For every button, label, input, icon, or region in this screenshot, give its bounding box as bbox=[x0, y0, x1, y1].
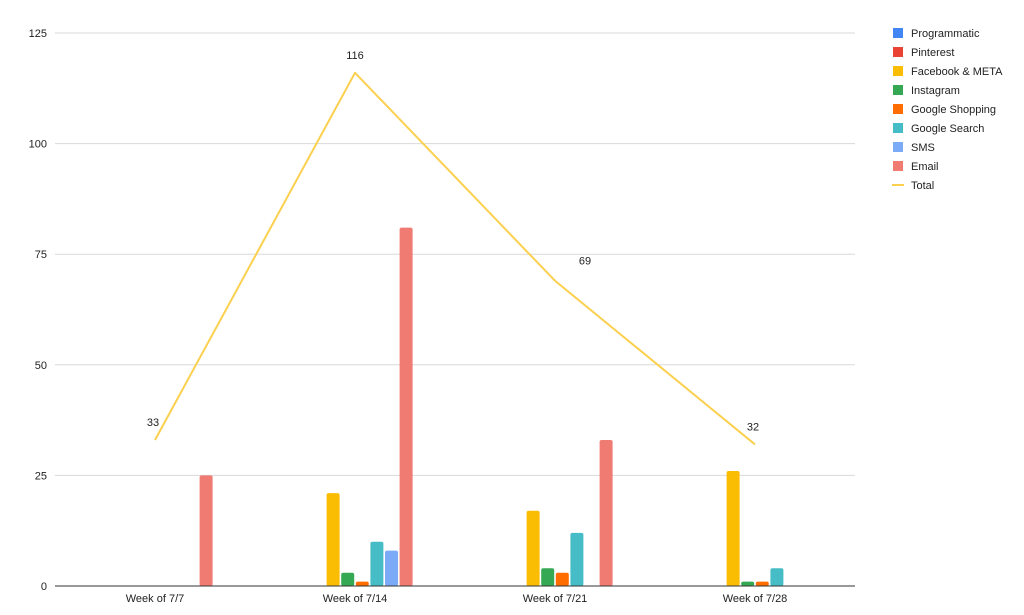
total-line bbox=[154, 71, 756, 446]
bar-google-search[interactable] bbox=[370, 541, 384, 586]
legend-item-pinterest[interactable]: Pinterest bbox=[893, 47, 954, 59]
legend-label: Instagram bbox=[911, 85, 960, 97]
x-tick-label: Week of 7/7 bbox=[126, 593, 185, 605]
bar-google-shopping[interactable] bbox=[555, 572, 569, 586]
y-tick-label: 125 bbox=[29, 28, 47, 40]
legend-item-instagram[interactable]: Instagram bbox=[893, 85, 960, 97]
bar-email[interactable] bbox=[599, 440, 613, 586]
legend-label: Email bbox=[911, 161, 939, 173]
legend-label: Facebook & META bbox=[911, 66, 1003, 78]
bar-facebook-meta[interactable] bbox=[326, 493, 340, 586]
legend-label: Total bbox=[911, 180, 934, 192]
gridlines bbox=[55, 32, 855, 476]
total-data-labels: 33 116 69 32 bbox=[147, 50, 759, 434]
bar-google-search[interactable] bbox=[570, 532, 584, 586]
bar-google-search[interactable] bbox=[770, 568, 784, 586]
y-tick-label: 50 bbox=[35, 360, 47, 372]
legend-swatch bbox=[893, 104, 903, 114]
legend-label: Programmatic bbox=[911, 28, 980, 40]
total-line-path[interactable] bbox=[154, 71, 756, 446]
total-data-label: 69 bbox=[579, 256, 591, 268]
x-tick-label: Week of 7/14 bbox=[323, 593, 388, 605]
bar-email[interactable] bbox=[199, 475, 213, 586]
legend-label: Google Search bbox=[911, 123, 984, 135]
legend-swatch bbox=[893, 28, 903, 38]
legend-label: Pinterest bbox=[911, 47, 954, 59]
legend-item-programmatic[interactable]: Programmatic bbox=[893, 28, 980, 40]
legend-item-email[interactable]: Email bbox=[893, 161, 939, 173]
y-tick-label: 0 bbox=[41, 581, 47, 593]
bar-instagram[interactable] bbox=[541, 568, 555, 586]
x-tick-label: Week of 7/21 bbox=[523, 593, 588, 605]
legend-swatch bbox=[893, 47, 903, 57]
legend-swatch bbox=[893, 142, 903, 152]
legend-item-google-search[interactable]: Google Search bbox=[893, 123, 984, 135]
legend-label: Google Shopping bbox=[911, 104, 996, 116]
bar-instagram[interactable] bbox=[341, 572, 355, 586]
y-axis-tick-labels: 0 25 50 75 100 125 bbox=[29, 28, 47, 593]
legend-item-total[interactable]: Total bbox=[892, 180, 934, 192]
x-tick-label: Week of 7/28 bbox=[723, 593, 788, 605]
bar-facebook-meta[interactable] bbox=[526, 510, 540, 586]
legend-item-facebook-meta[interactable]: Facebook & META bbox=[893, 66, 1003, 78]
y-tick-label: 75 bbox=[35, 249, 47, 261]
bar-google-shopping[interactable] bbox=[755, 581, 769, 586]
bar-email[interactable] bbox=[399, 227, 413, 586]
legend[interactable]: Programmatic Pinterest Facebook & META Inst… bbox=[892, 28, 1003, 192]
legend-label: SMS bbox=[911, 142, 935, 154]
legend-swatch bbox=[893, 85, 903, 95]
total-data-label: 116 bbox=[346, 50, 364, 62]
bar-instagram[interactable] bbox=[741, 581, 755, 586]
legend-item-google-shopping[interactable]: Google Shopping bbox=[893, 104, 996, 116]
y-tick-label: 25 bbox=[35, 470, 47, 482]
x-axis-tick-labels: Week of 7/7 Week of 7/14 Week of 7/21 Week … bbox=[126, 593, 788, 605]
legend-swatch bbox=[893, 66, 903, 76]
y-tick-label: 100 bbox=[29, 139, 47, 151]
total-data-label: 33 bbox=[147, 417, 159, 429]
bar-sms[interactable] bbox=[385, 550, 398, 586]
legend-swatch bbox=[893, 123, 903, 133]
bar-facebook-meta[interactable] bbox=[726, 470, 740, 586]
bars bbox=[199, 227, 784, 586]
legend-item-sms[interactable]: SMS bbox=[893, 142, 935, 154]
total-data-label: 32 bbox=[747, 421, 759, 433]
legend-swatch bbox=[893, 161, 903, 171]
bar-google-shopping[interactable] bbox=[355, 581, 369, 586]
